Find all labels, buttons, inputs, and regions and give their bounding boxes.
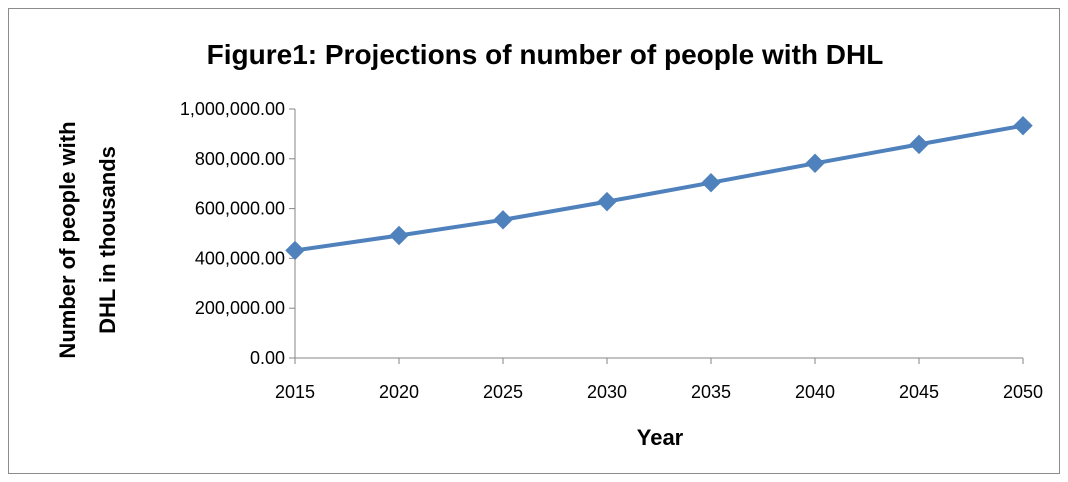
x-tick-label: 2025 [483, 382, 523, 402]
x-tick-label: 2020 [379, 382, 419, 402]
data-point-marker [909, 134, 929, 155]
series-group [285, 115, 1033, 261]
x-tick-label: 2030 [587, 382, 627, 402]
data-point-marker [701, 172, 721, 193]
y-tick-label: 1,000,000.00 [180, 99, 285, 119]
y-tick-label: 0.00 [250, 348, 285, 368]
data-point-marker [597, 191, 617, 212]
y-tick-label: 200,000.00 [195, 298, 285, 318]
data-point-marker [285, 240, 305, 261]
x-tick-label: 2045 [899, 382, 939, 402]
y-axis-title-line-2: DHL in thousands [95, 146, 120, 334]
y-axis-title-line-1: Number of people with [55, 121, 80, 358]
chart-title: Figure1: Projections of number of people… [207, 39, 884, 70]
data-point-marker [1013, 115, 1033, 136]
series-line [294, 123, 1024, 253]
y-tick-label: 400,000.00 [195, 248, 285, 268]
x-tick-label: 2035 [691, 382, 731, 402]
x-ticks: 2015 2020 2025 2030 2035 2040 2045 2050 [275, 358, 1043, 402]
data-point-marker [805, 153, 825, 173]
chart-frame [8, 8, 1060, 474]
x-tick-label: 2015 [275, 382, 315, 402]
y-axis-title: Number of people with DHL in thousands [55, 121, 120, 358]
y-ticks: 0.00 200,000.00 400,000.00 600,000.00 800,00… [180, 99, 295, 368]
y-tick-label: 600,000.00 [195, 199, 285, 219]
axes [294, 109, 1023, 359]
x-axis-title: Year [637, 425, 684, 450]
x-tick-label: 2040 [795, 382, 835, 402]
data-point-marker [389, 225, 409, 246]
data-point-marker [493, 210, 513, 230]
y-tick-label: 800,000.00 [195, 149, 285, 169]
x-tick-label: 2050 [1003, 382, 1043, 402]
